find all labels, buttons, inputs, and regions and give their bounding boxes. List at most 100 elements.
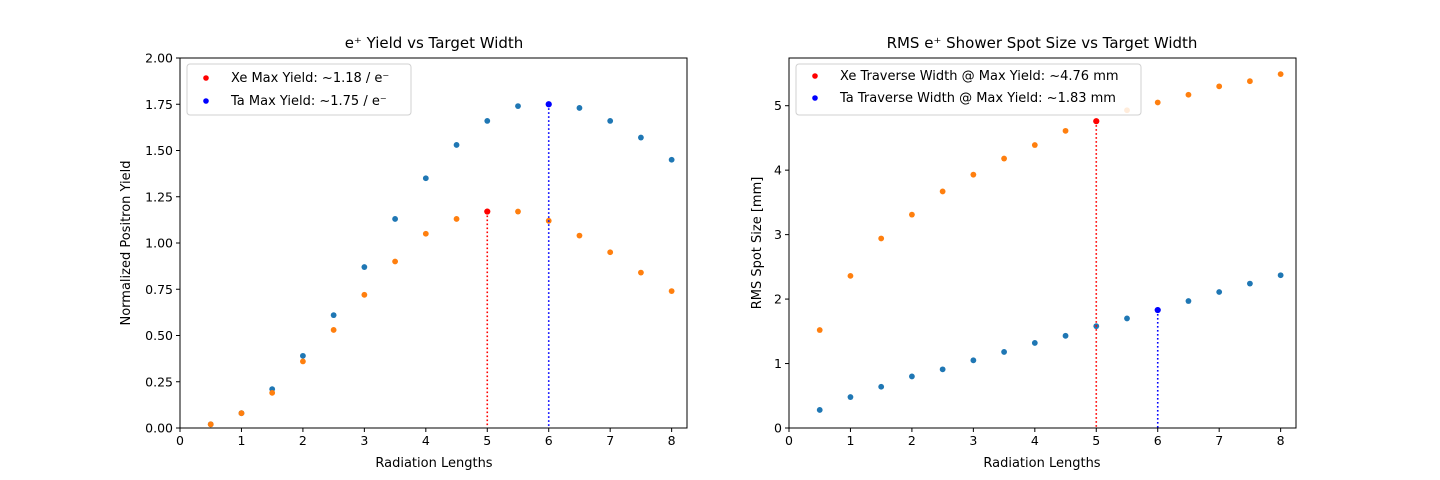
- plot-marks: 0 1 2 3 4 5 6 7 8 0 1 2 3 4 5: [774, 71, 1285, 448]
- chart-title: RMS e⁺ Shower Spot Size vs Target Width: [887, 34, 1198, 52]
- x-tick-label: 1: [846, 433, 854, 448]
- y-tick-label: 2.00: [145, 51, 173, 66]
- x-axis-label: Radiation Lengths: [983, 456, 1100, 471]
- data-point: [607, 249, 614, 256]
- data-point: [1031, 142, 1038, 148]
- data-point: [607, 118, 614, 124]
- max-marker: [484, 208, 491, 215]
- x-tick-label: 6: [1154, 433, 1162, 448]
- legend-box: [795, 63, 1142, 116]
- data-point: [269, 389, 276, 396]
- data-point: [422, 230, 429, 237]
- x-tick-label: 0: [176, 433, 184, 448]
- data-point: [1185, 298, 1192, 304]
- x-tick-label: 5: [1092, 433, 1100, 448]
- data-point: [970, 171, 977, 178]
- yield-chart: e⁺ Yield vs Target Width Radiation Lengt…: [119, 34, 688, 471]
- data-point: [909, 211, 915, 218]
- legend-box: [186, 63, 412, 116]
- data-point: [330, 327, 337, 333]
- data-point: [1216, 83, 1223, 90]
- legend: Xe Traverse Width @ Max Yield: ~4.76 mm …: [795, 63, 1142, 116]
- data-point: [392, 216, 398, 222]
- legend-label-xe: Xe Traverse Width @ Max Yield: ~4.76 mm: [840, 69, 1119, 84]
- spot-size-chart: RMS e⁺ Shower Spot Size vs Target Width …: [750, 34, 1297, 471]
- legend-marker-ta: [812, 95, 818, 101]
- data-point: [1277, 71, 1284, 78]
- data-point: [238, 410, 245, 417]
- data-point: [1124, 315, 1130, 322]
- y-axis-label: Normalized Positron Yield: [119, 160, 134, 325]
- data-point: [939, 188, 946, 195]
- legend-marker-xe: [203, 75, 209, 81]
- y-tick-label: 0.50: [145, 328, 173, 343]
- x-tick-label: 8: [1277, 433, 1285, 448]
- data-point: [422, 175, 429, 182]
- x-tick-label: 4: [422, 433, 430, 448]
- data-point: [361, 264, 368, 270]
- data-point: [207, 421, 214, 428]
- y-tick-label: 0.00: [145, 421, 173, 436]
- y-tick-label: 0: [774, 421, 782, 436]
- plot-frame: [179, 57, 688, 429]
- x-tick-label: 7: [1215, 433, 1223, 448]
- y-tick-label: 0.25: [145, 374, 173, 389]
- data-point: [878, 235, 885, 242]
- data-point: [1031, 340, 1038, 346]
- x-tick-label: 2: [299, 433, 307, 448]
- data-point: [1001, 155, 1007, 162]
- data-point: [361, 291, 368, 298]
- data-point: [300, 358, 306, 365]
- y-tick-label: 1.50: [145, 143, 173, 158]
- x-tick-label: 5: [483, 433, 491, 448]
- y-tick-label: 5: [774, 98, 782, 113]
- data-point: [638, 269, 644, 276]
- data-point: [453, 142, 460, 148]
- y-tick-label: 0.75: [145, 282, 173, 297]
- data-point: [1216, 289, 1223, 295]
- y-tick-label: 1.75: [145, 97, 173, 112]
- data-point: [330, 312, 337, 319]
- x-tick-label: 7: [606, 433, 614, 448]
- data-point: [638, 134, 644, 141]
- legend-marker-ta: [203, 98, 209, 104]
- x-tick-label: 2: [908, 433, 916, 448]
- data-point: [1247, 280, 1253, 287]
- legend-label-ta: Ta Max Yield: ~1.75 / e⁻: [230, 94, 387, 109]
- data-point: [453, 216, 460, 222]
- y-tick-label: 4: [774, 163, 782, 178]
- y-axis-label: RMS Spot Size [mm]: [750, 177, 765, 310]
- data-point: [1277, 272, 1284, 279]
- x-tick-label: 6: [545, 433, 553, 448]
- data-point: [1185, 91, 1192, 98]
- y-tick-label: 2: [774, 292, 782, 307]
- x-axis-label: Radiation Lengths: [375, 456, 492, 471]
- data-point: [1154, 99, 1161, 106]
- data-point: [847, 272, 854, 279]
- legend-label-xe: Xe Max Yield: ~1.18 / e⁻: [231, 71, 389, 86]
- x-tick-label: 1: [237, 433, 245, 448]
- data-point: [1247, 78, 1253, 85]
- data-point: [816, 327, 823, 333]
- data-point: [392, 258, 398, 265]
- data-point: [1062, 127, 1069, 134]
- data-point: [939, 366, 946, 373]
- data-point: [970, 357, 977, 364]
- x-tick-label: 3: [360, 433, 368, 448]
- data-point: [668, 156, 675, 163]
- legend: Xe Max Yield: ~1.18 / e⁻ Ta Max Yield: ~…: [186, 63, 412, 116]
- data-point: [878, 383, 885, 390]
- max-marker: [1154, 306, 1161, 314]
- x-tick-label: 8: [668, 433, 676, 448]
- legend-marker-xe: [812, 73, 818, 79]
- x-tick-label: 3: [969, 433, 977, 448]
- data-point: [515, 208, 521, 215]
- x-tick-label: 0: [785, 433, 793, 448]
- data-point: [1062, 332, 1069, 339]
- data-point: [484, 118, 491, 124]
- data-point: [847, 394, 854, 400]
- plot-marks: 0 1 2 3 4 5 6 7 8 0.00 0.25 0.50 0.75 1.00 1.25 1.50 1.7…: [145, 51, 676, 449]
- data-point: [909, 373, 915, 380]
- data-point: [515, 103, 521, 109]
